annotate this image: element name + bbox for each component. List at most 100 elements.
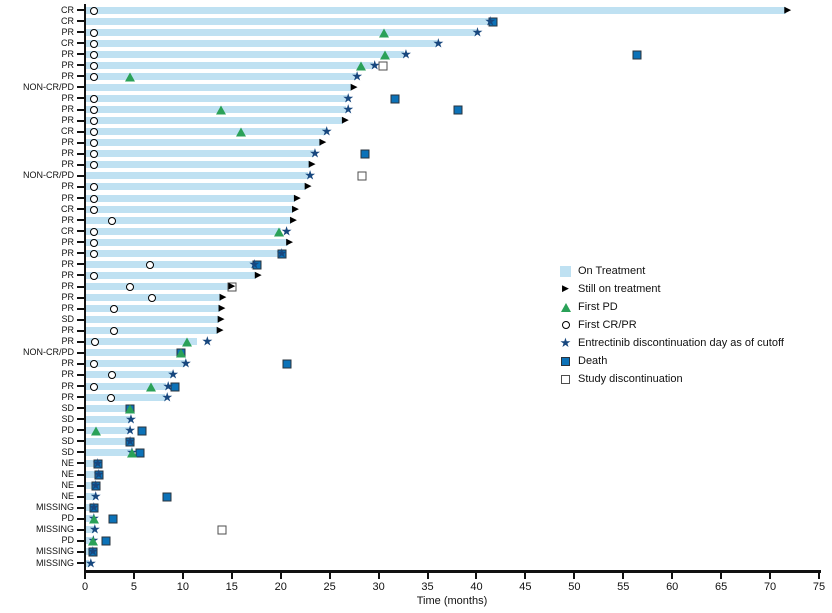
- y-axis-tick: [77, 64, 84, 67]
- circle-marker: [145, 260, 154, 269]
- row-label: PR: [61, 137, 74, 148]
- on-treatment-bar: [86, 404, 130, 412]
- row-label: PR: [61, 159, 74, 170]
- star-marker: ★: [91, 456, 104, 472]
- legend-opensq-icon: [558, 374, 573, 384]
- circle-marker: [90, 338, 99, 347]
- death-marker: [89, 503, 99, 513]
- circle-marker: [126, 283, 135, 291]
- star-marker: ★: [92, 467, 105, 483]
- row-label: PR: [61, 26, 74, 37]
- death-marker: [632, 50, 642, 60]
- death-marker: [108, 514, 118, 524]
- x-axis-tick: [230, 573, 233, 579]
- y-axis-tick: [77, 185, 84, 188]
- x-tick-label: 25: [323, 581, 336, 593]
- y-axis-tick: [77, 285, 84, 288]
- y-axis-tick: [77, 208, 84, 211]
- circle-marker: [89, 117, 98, 126]
- legend-entry: ★ Entrectinib discontinuation day as of c…: [558, 334, 784, 352]
- triangle-marker: [125, 404, 136, 414]
- on-treatment-bar: [86, 61, 373, 69]
- on-treatment-bar: [86, 283, 230, 290]
- opensq-marker: [357, 171, 367, 181]
- circle-marker: [89, 106, 98, 115]
- on-treatment-bar: [86, 415, 131, 423]
- y-axis-tick: [77, 252, 84, 255]
- circle-marker: [89, 183, 98, 192]
- death-marker: [453, 105, 463, 115]
- arrow-marker: ▶: [319, 137, 327, 148]
- arrow-marker: ▶: [218, 303, 226, 314]
- circle-marker: [89, 205, 98, 214]
- y-axis-tick: [77, 440, 84, 443]
- y-axis-tick: [77, 263, 84, 266]
- row-label: SD: [61, 446, 74, 457]
- row-label: PR: [61, 181, 74, 192]
- x-axis-tick: [622, 573, 625, 579]
- death-marker: [91, 481, 101, 491]
- y-axis-tick: [77, 318, 84, 321]
- on-treatment-bar: [86, 72, 357, 80]
- circle-marker: [108, 216, 117, 225]
- y-axis-tick: [77, 451, 84, 454]
- star-marker: ★: [87, 500, 100, 516]
- arrow-marker: ▶: [254, 270, 262, 281]
- death-marker: [277, 249, 287, 259]
- x-axis-tick: [769, 573, 772, 579]
- legend-death-glyph: [561, 356, 570, 366]
- star-marker: ★: [342, 91, 355, 107]
- legend-triangle-glyph: [560, 302, 571, 312]
- on-treatment-bar: [86, 183, 307, 191]
- on-treatment-bar: [86, 194, 296, 202]
- star-marker: ★: [351, 69, 363, 85]
- star-marker: ★: [125, 412, 137, 428]
- legend-entry: Death: [558, 352, 784, 370]
- row-label: NE: [61, 480, 74, 491]
- circle-marker: [107, 393, 116, 402]
- on-treatment-bar: [86, 260, 255, 268]
- circle-marker: [89, 6, 98, 15]
- arrow-marker: ▶: [286, 237, 293, 248]
- y-axis-tick: [77, 539, 84, 542]
- star-marker: ★: [471, 25, 484, 41]
- row-label: CR: [61, 37, 74, 48]
- circle-marker: [89, 238, 98, 247]
- row-label: NON-CR/PD: [23, 81, 74, 92]
- on-treatment-bar: [86, 271, 257, 279]
- x-axis-tick: [720, 573, 723, 579]
- triangle-marker: [235, 127, 246, 137]
- on-treatment-bar: [86, 316, 220, 324]
- star-marker: ★: [309, 146, 321, 162]
- y-axis-tick: [77, 130, 84, 133]
- arrow-marker: ▶: [289, 215, 297, 226]
- y-axis-tick: [77, 230, 84, 233]
- legend-label: On Treatment: [578, 265, 646, 277]
- star-marker: ★: [280, 224, 293, 240]
- row-label: PR: [61, 236, 74, 247]
- death-marker: [137, 426, 147, 436]
- x-tick-label: 75: [812, 581, 826, 593]
- circle-marker: [89, 94, 98, 103]
- x-axis-tick: [279, 573, 282, 579]
- star-marker: ★: [304, 168, 316, 184]
- on-treatment-bar: [86, 238, 288, 246]
- triangle-marker: [145, 382, 156, 392]
- row-label: PR: [61, 192, 74, 203]
- y-axis-tick: [77, 362, 84, 365]
- circle-marker: [89, 61, 98, 70]
- row-label: PR: [61, 115, 74, 126]
- x-tick-label: 20: [274, 581, 287, 593]
- x-tick-label: 5: [130, 581, 137, 593]
- legend-circle-glyph: [561, 321, 570, 329]
- on-treatment-bar: [86, 349, 180, 357]
- y-axis-tick: [77, 163, 84, 166]
- legend-label: Study discontinuation: [578, 373, 683, 385]
- x-tick-label: 15: [225, 581, 238, 593]
- x-tick-label: 10: [176, 581, 189, 593]
- star-marker: ★: [248, 257, 261, 273]
- star-marker: ★: [124, 434, 136, 450]
- star-marker: ★: [85, 556, 97, 571]
- arrow-marker: ▶: [217, 314, 225, 325]
